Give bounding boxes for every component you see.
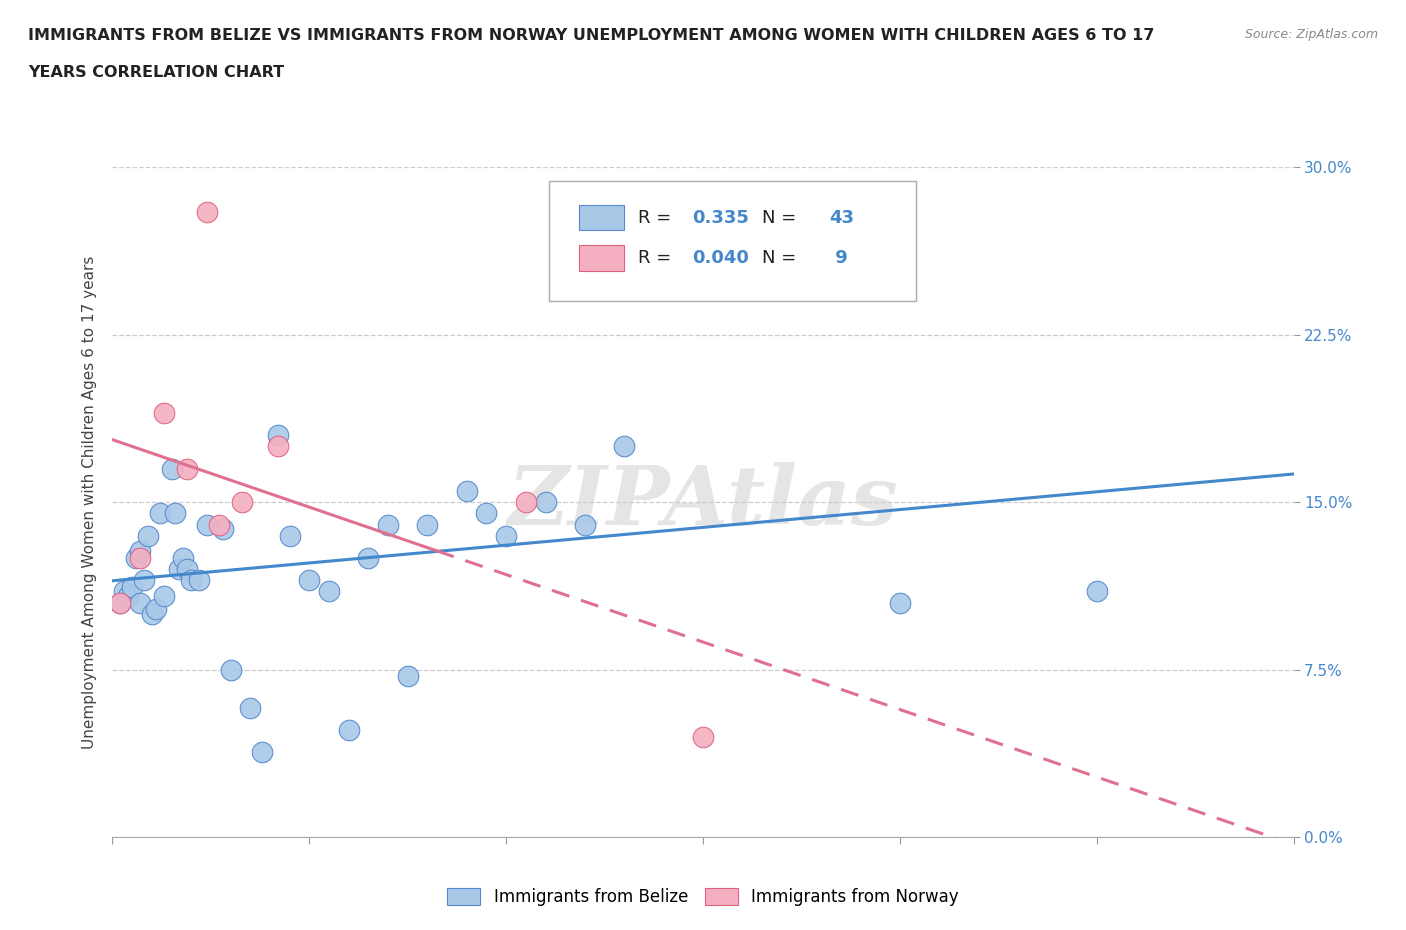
Text: 0.040: 0.040 — [692, 249, 749, 267]
Text: 9: 9 — [830, 249, 848, 267]
Point — [180, 573, 202, 588]
Text: 0.335: 0.335 — [692, 208, 749, 227]
Point — [337, 723, 360, 737]
Point — [152, 589, 174, 604]
Text: IMMIGRANTS FROM BELIZE VS IMMIGRANTS FROM NORWAY UNEMPLOYMENT AMONG WOMEN WITH C: IMMIGRANTS FROM BELIZE VS IMMIGRANTS FRO… — [28, 28, 1154, 43]
Point — [1085, 584, 1108, 599]
Point — [278, 528, 301, 543]
Point — [129, 595, 152, 610]
Point — [160, 461, 183, 476]
Point — [396, 669, 419, 684]
Text: 43: 43 — [830, 208, 855, 227]
Point — [145, 602, 167, 617]
Point — [267, 428, 290, 443]
Point — [141, 606, 163, 621]
Text: N =: N = — [762, 208, 796, 227]
Point — [239, 700, 262, 715]
Point — [110, 595, 132, 610]
Point — [112, 584, 135, 599]
Point — [188, 573, 211, 588]
Y-axis label: Unemployment Among Women with Children Ages 6 to 17 years: Unemployment Among Women with Children A… — [82, 256, 97, 749]
Text: R =: R = — [638, 208, 678, 227]
Text: R =: R = — [638, 249, 678, 267]
Point — [211, 522, 233, 537]
Point — [132, 573, 155, 588]
Text: N =: N = — [762, 249, 796, 267]
Point — [165, 506, 187, 521]
Point — [692, 272, 714, 286]
Point — [176, 461, 198, 476]
Point — [574, 517, 596, 532]
Point — [250, 745, 273, 760]
Point — [267, 439, 290, 454]
Legend: Immigrants from Belize, Immigrants from Norway: Immigrants from Belize, Immigrants from … — [440, 881, 966, 912]
Point — [515, 495, 537, 510]
FancyBboxPatch shape — [579, 205, 624, 231]
Point — [889, 595, 911, 610]
Point — [195, 205, 218, 219]
Point — [136, 528, 159, 543]
Text: YEARS CORRELATION CHART: YEARS CORRELATION CHART — [28, 65, 284, 80]
Point — [692, 729, 714, 744]
Point — [129, 551, 152, 565]
Point — [534, 495, 557, 510]
Point — [495, 528, 517, 543]
Point — [172, 551, 194, 565]
Point — [475, 506, 498, 521]
Point — [152, 405, 174, 420]
Point — [117, 589, 139, 604]
Point — [208, 517, 231, 532]
Point — [613, 439, 636, 454]
Point — [219, 662, 242, 677]
Point — [110, 595, 132, 610]
Point — [357, 551, 380, 565]
Point — [195, 517, 218, 532]
Point — [456, 484, 478, 498]
Point — [377, 517, 399, 532]
Point — [416, 517, 439, 532]
Point — [176, 562, 198, 577]
Point — [125, 551, 148, 565]
Point — [169, 562, 191, 577]
Point — [231, 495, 253, 510]
Point — [149, 506, 172, 521]
FancyBboxPatch shape — [550, 180, 915, 301]
Text: ZIPAtlas: ZIPAtlas — [508, 462, 898, 542]
FancyBboxPatch shape — [579, 246, 624, 271]
Point — [318, 584, 340, 599]
Point — [129, 544, 152, 559]
Point — [121, 579, 143, 594]
Point — [298, 573, 321, 588]
Text: Source: ZipAtlas.com: Source: ZipAtlas.com — [1244, 28, 1378, 41]
